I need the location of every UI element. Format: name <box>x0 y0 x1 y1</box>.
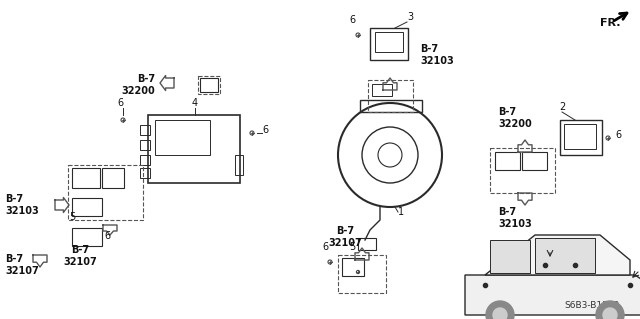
Bar <box>72 198 102 216</box>
Bar <box>375 32 403 52</box>
Bar <box>490 148 555 193</box>
Bar <box>522 152 547 170</box>
Bar <box>155 120 210 155</box>
Bar <box>235 155 243 175</box>
Bar <box>140 155 150 165</box>
Bar <box>68 165 143 220</box>
Text: 3: 3 <box>407 12 413 22</box>
Text: 6: 6 <box>349 15 355 25</box>
Bar <box>72 228 102 246</box>
Text: 4: 4 <box>192 98 198 108</box>
Bar <box>140 125 150 135</box>
Bar <box>342 258 364 276</box>
Bar <box>560 120 602 155</box>
Text: 6: 6 <box>117 98 123 108</box>
Bar <box>148 115 240 183</box>
Bar <box>102 168 124 188</box>
Text: 6: 6 <box>104 231 110 241</box>
Polygon shape <box>490 240 530 273</box>
Text: 6: 6 <box>262 125 268 135</box>
Text: 1: 1 <box>398 207 404 217</box>
Bar <box>140 140 150 150</box>
Text: S6B3-B1340: S6B3-B1340 <box>564 301 620 310</box>
Polygon shape <box>535 238 595 273</box>
Bar <box>140 168 150 178</box>
Circle shape <box>596 301 624 319</box>
Polygon shape <box>465 275 640 315</box>
Text: B-7
32200: B-7 32200 <box>121 74 155 96</box>
Text: B-7
32200: B-7 32200 <box>498 107 532 129</box>
Text: B-7
32107: B-7 32107 <box>63 245 97 267</box>
Circle shape <box>493 308 507 319</box>
Polygon shape <box>485 235 630 275</box>
Text: 5: 5 <box>69 212 75 222</box>
Circle shape <box>603 308 617 319</box>
Circle shape <box>486 301 514 319</box>
Bar <box>368 80 413 112</box>
Bar <box>495 152 520 170</box>
Text: 5: 5 <box>349 242 355 252</box>
Bar <box>338 255 386 293</box>
Text: B-7
32103: B-7 32103 <box>420 44 454 66</box>
Text: 2: 2 <box>559 102 565 112</box>
Bar <box>358 238 376 250</box>
Text: 6: 6 <box>615 130 621 140</box>
Bar <box>360 100 422 112</box>
Bar <box>372 84 392 96</box>
Text: B-7
32107: B-7 32107 <box>5 254 39 276</box>
Bar <box>198 76 220 94</box>
Text: FR.: FR. <box>600 18 621 28</box>
Bar <box>564 124 596 149</box>
Bar <box>370 28 408 60</box>
Bar <box>200 78 218 92</box>
Text: B-7
32103: B-7 32103 <box>498 207 532 229</box>
Text: B-7
32107: B-7 32107 <box>328 226 362 248</box>
Bar <box>72 168 100 188</box>
Text: 6: 6 <box>322 242 328 252</box>
Text: B-7
32103: B-7 32103 <box>5 194 39 216</box>
